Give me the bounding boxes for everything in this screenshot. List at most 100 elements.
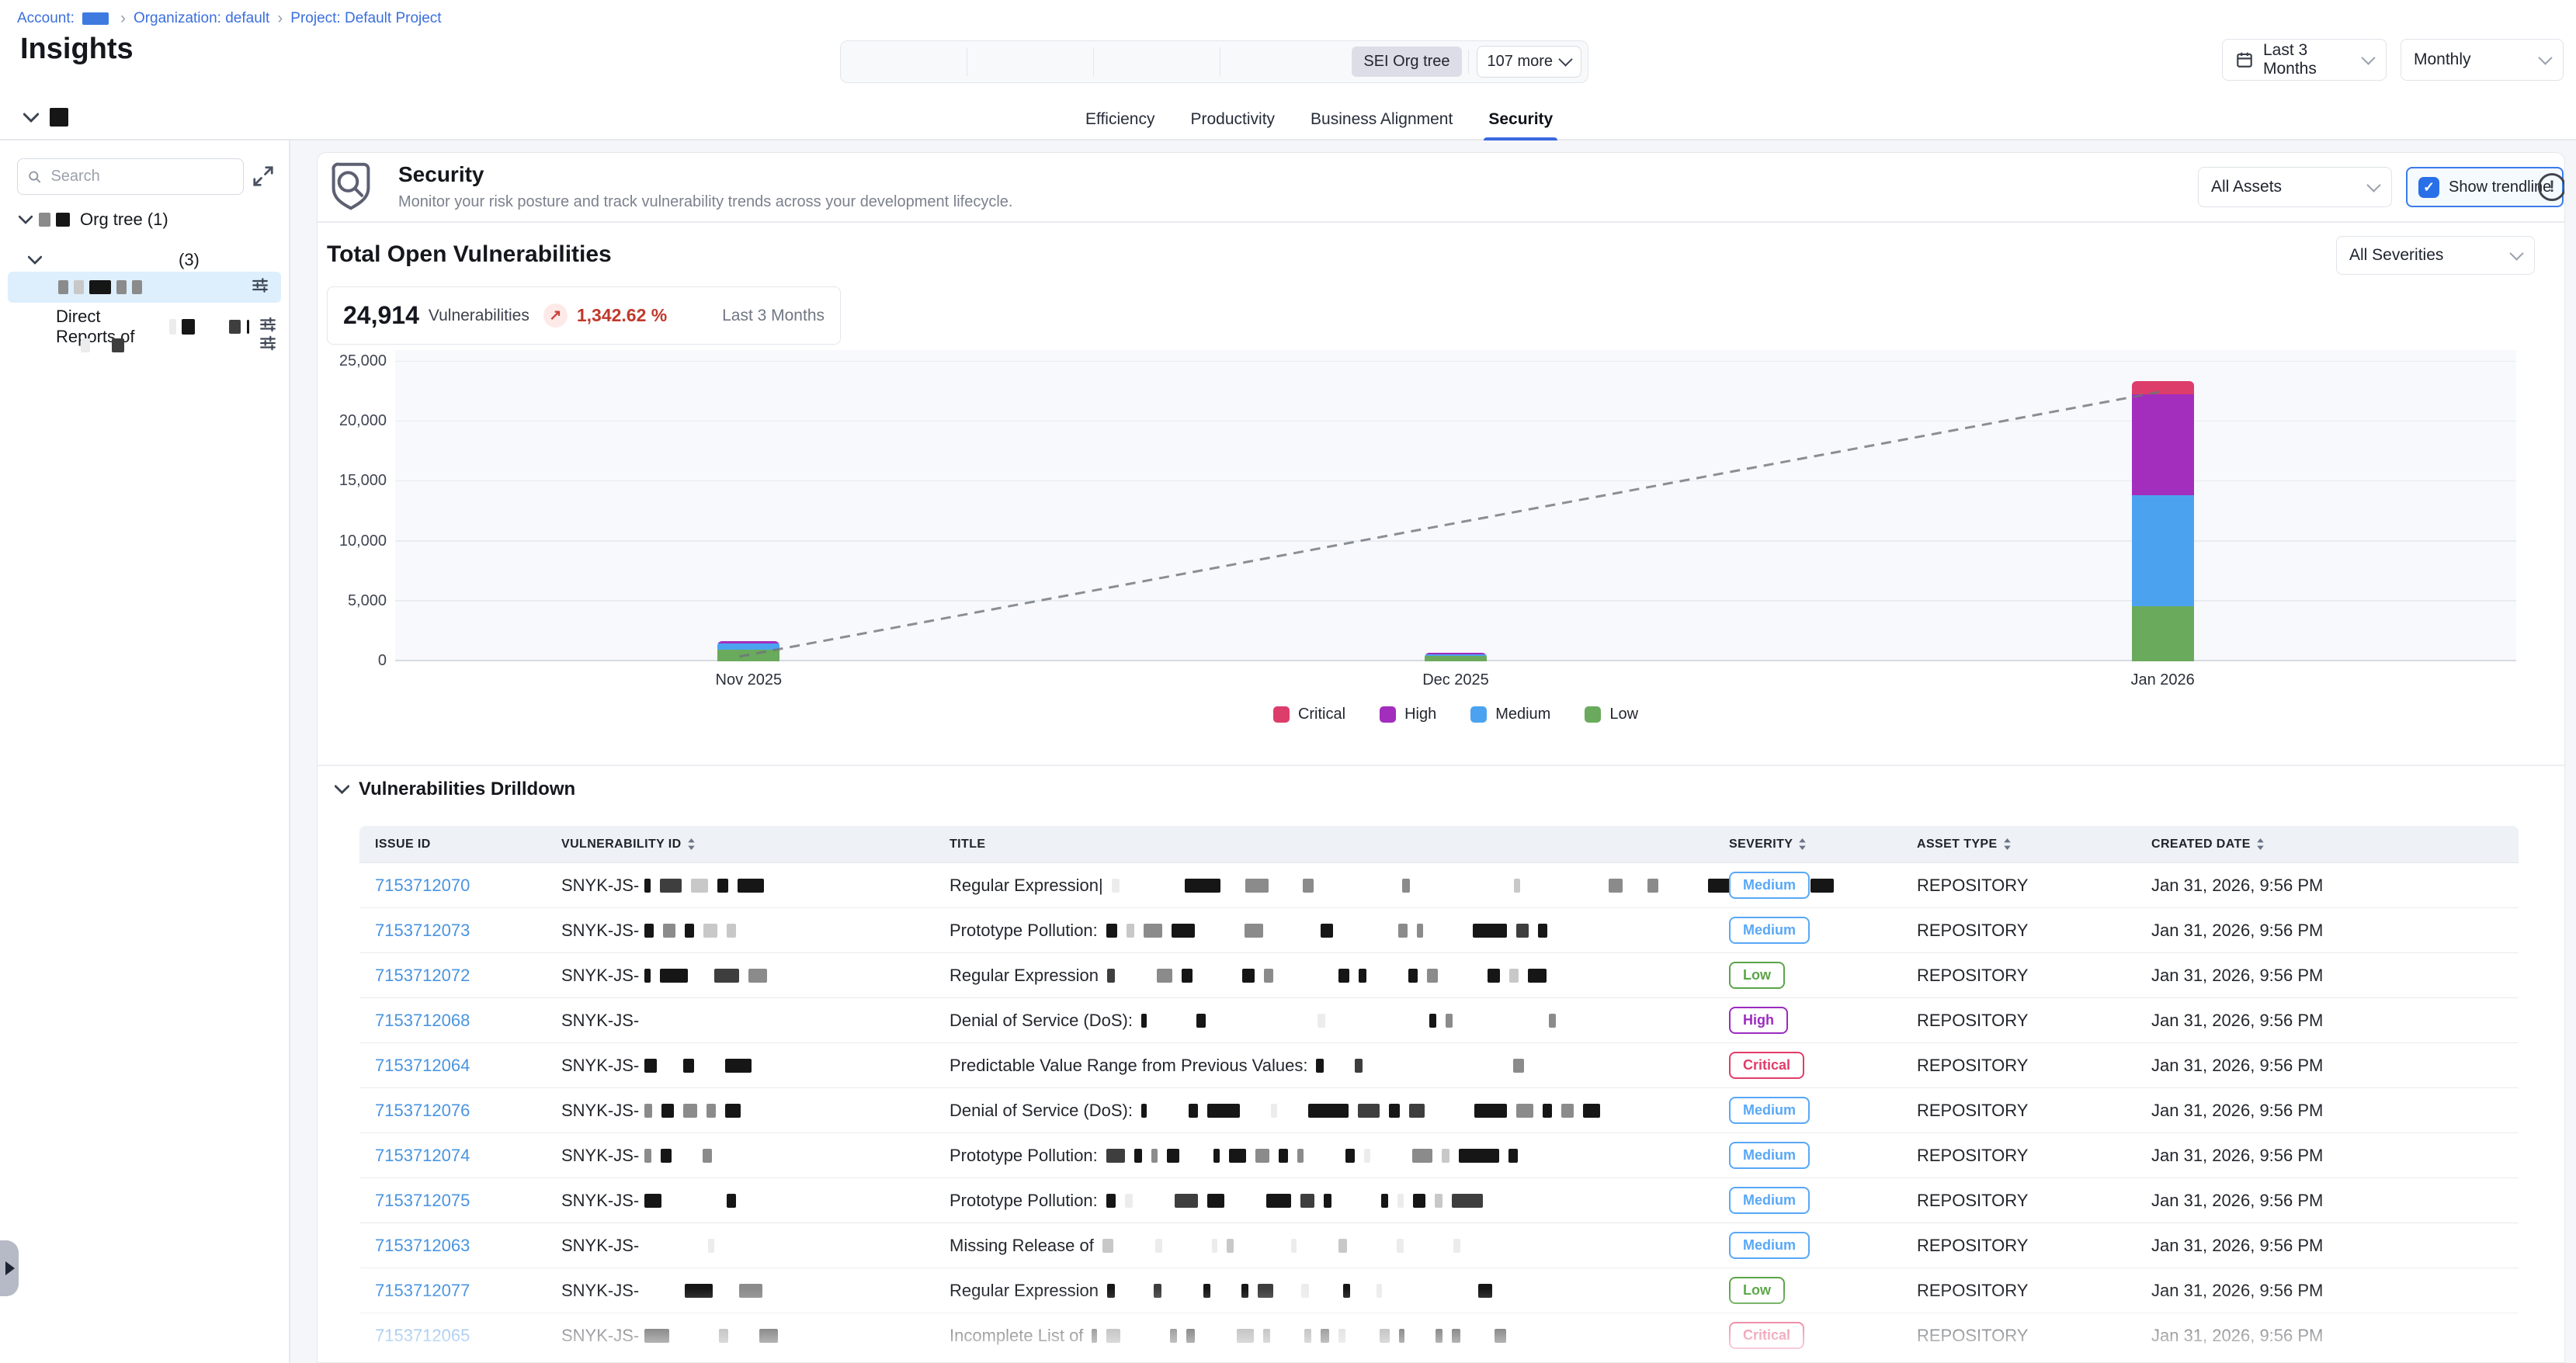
- sidebar-search[interactable]: [17, 158, 244, 195]
- chart-bar-jan-2026[interactable]: [2131, 381, 2194, 661]
- legend-item-high[interactable]: High: [1380, 706, 1436, 723]
- issue-id-cell: 7153712075: [375, 1178, 554, 1223]
- search-input[interactable]: [49, 167, 234, 186]
- show-trendline-toggle[interactable]: ✓ Show trendline: [2406, 167, 2564, 207]
- tree-node-child[interactable]: (3): [28, 250, 200, 270]
- redacted-box: [1355, 1329, 1370, 1343]
- redacted-box: [1234, 1194, 1257, 1208]
- redacted-box: [1632, 879, 1638, 893]
- stat-period: Last 3 Months: [722, 306, 825, 324]
- gridline: [395, 360, 2516, 362]
- filter-segment-empty[interactable]: [967, 47, 1094, 77]
- issue-id-link[interactable]: 7153712070: [375, 875, 470, 895]
- redacted-box: [1140, 1103, 1147, 1118]
- drilldown-section-header[interactable]: Vulnerabilities Drilldown: [335, 779, 575, 800]
- column-header-asset-type[interactable]: ASSET TYPE: [1917, 826, 2144, 862]
- sort-icon[interactable]: [687, 838, 696, 851]
- sidebar-expander-handle[interactable]: [0, 1240, 19, 1296]
- column-header-created-date[interactable]: CREATED DATE: [2151, 826, 2512, 862]
- filter-settings-button[interactable]: [259, 316, 276, 338]
- created-date-value: Jan 31, 2026, 9:56 PM: [2151, 1190, 2324, 1210]
- tab-label: Efficiency: [1085, 110, 1155, 128]
- y-axis-tick-label: 20,000: [338, 412, 387, 430]
- tab-security[interactable]: Security: [1484, 99, 1558, 142]
- date-range-value: Last 3 Months: [2263, 41, 2317, 78]
- created-date-cell: Jan 31, 2026, 9:56 PM: [2151, 1268, 2512, 1313]
- severity-cell: Medium: [1729, 1133, 1909, 1177]
- issue-id-link[interactable]: 7153712073: [375, 920, 470, 940]
- tree-node-selected[interactable]: [8, 272, 281, 303]
- redacted-box: [1341, 1194, 1372, 1208]
- redacted-box: [1313, 1149, 1336, 1163]
- title-text: Denial of Service (DoS):: [950, 1010, 1133, 1030]
- assets-filter-select[interactable]: All Assets: [2198, 167, 2392, 207]
- issue-id-link[interactable]: 7153712064: [375, 1055, 470, 1075]
- vulnerability-id-cell: SNYK-JS-: [561, 953, 942, 997]
- redacted-box: [1357, 1103, 1380, 1118]
- tree-node-org-tree[interactable]: Org tree (1): [19, 210, 168, 230]
- y-axis-tick-label: 0: [377, 652, 387, 669]
- issue-id-link[interactable]: 7153712075: [375, 1190, 470, 1210]
- filter-segment-empty[interactable]: [841, 47, 967, 77]
- y-axis-tick-label: 5,000: [347, 591, 387, 609]
- column-header-severity[interactable]: SEVERITY: [1729, 826, 1909, 862]
- expand-panel-button[interactable]: [252, 165, 275, 188]
- filter-segment-empty[interactable]: [1220, 47, 1346, 76]
- redacted-box: [727, 1193, 737, 1208]
- tree-node-redacted: [229, 320, 253, 334]
- date-range-select[interactable]: Last 3 Months: [2222, 39, 2387, 81]
- x-axis-tick-label: Dec 2025: [1422, 671, 1489, 688]
- sort-icon[interactable]: [2256, 838, 2265, 851]
- severity-filter-select[interactable]: All Severities: [2336, 236, 2535, 275]
- column-header-label: VULNERABILITY ID: [561, 837, 682, 851]
- column-header-label: TITLE: [950, 837, 986, 851]
- info-icon[interactable]: !: [2538, 173, 2564, 201]
- issue-id-link[interactable]: 7153712077: [375, 1280, 470, 1300]
- created-date-cell: Jan 31, 2026, 9:56 PM: [2151, 1088, 2512, 1132]
- issue-id-cell: 7153712070: [375, 863, 554, 907]
- bar-segment-low: [2131, 605, 2194, 661]
- breadcrumb-project[interactable]: Project: Default Project: [290, 10, 442, 26]
- redacted-box: [1204, 924, 1235, 938]
- breadcrumb-account-label[interactable]: Account:: [17, 10, 75, 26]
- column-header-vulnerability-id[interactable]: VULNERABILITY ID: [561, 826, 942, 862]
- legend-item-low[interactable]: Low: [1585, 706, 1638, 723]
- more-filters-dropdown[interactable]: 107 more: [1476, 46, 1582, 78]
- severity-badge: Critical: [1729, 1052, 1805, 1079]
- redacted-box: [1527, 968, 1547, 983]
- trendline-checkbox[interactable]: ✓: [2418, 176, 2439, 198]
- filter-settings-button[interactable]: [252, 277, 269, 298]
- redacted-box: [82, 12, 109, 25]
- issue-id-link[interactable]: 7153712063: [375, 1235, 470, 1255]
- asset-type-cell: REPOSITORY: [1917, 1313, 2144, 1358]
- legend-item-medium[interactable]: Medium: [1470, 706, 1550, 723]
- redacted-box: [1413, 1239, 1444, 1253]
- filter-segment-empty[interactable]: [1094, 47, 1220, 77]
- tab-label: Business Alignment: [1311, 110, 1453, 128]
- severity-badge: Critical: [1729, 1322, 1805, 1349]
- tabs: Efficiency Productivity Business Alignment…: [1085, 99, 1558, 142]
- redacted-box: [1263, 968, 1273, 983]
- breadcrumb-organization[interactable]: Organization: default: [133, 10, 270, 26]
- sidebar-collapse-control[interactable]: [23, 108, 72, 127]
- sort-icon[interactable]: [2003, 838, 2012, 851]
- issue-id-link[interactable]: 7153712074: [375, 1145, 470, 1165]
- tab-efficiency[interactable]: Efficiency: [1085, 99, 1155, 140]
- issue-id-link[interactable]: 7153712072: [375, 965, 470, 985]
- issue-id-link[interactable]: 7153712068: [375, 1010, 470, 1030]
- legend-item-critical[interactable]: Critical: [1272, 706, 1345, 723]
- granularity-select[interactable]: Monthly: [2401, 39, 2564, 81]
- issue-id-link[interactable]: 7153712076: [375, 1100, 470, 1120]
- redacted-box: [1126, 923, 1134, 938]
- sei-org-tree-chip[interactable]: SEI Org tree: [1352, 47, 1462, 77]
- tab-business-alignment[interactable]: Business Alignment: [1311, 99, 1453, 140]
- legend-swatch: [1380, 706, 1397, 723]
- asset-type-cell: REPOSITORY: [1917, 1223, 2144, 1268]
- severity-filter-value: All Severities: [2349, 246, 2444, 264]
- sort-icon[interactable]: [1798, 838, 1807, 851]
- chart-bar-dec-2025[interactable]: [1425, 653, 1487, 661]
- filter-settings-button[interactable]: [259, 335, 276, 356]
- tab-productivity[interactable]: Productivity: [1191, 99, 1276, 140]
- tree-node-leaf[interactable]: [81, 335, 276, 356]
- issue-id-link[interactable]: 7153712065: [375, 1325, 470, 1345]
